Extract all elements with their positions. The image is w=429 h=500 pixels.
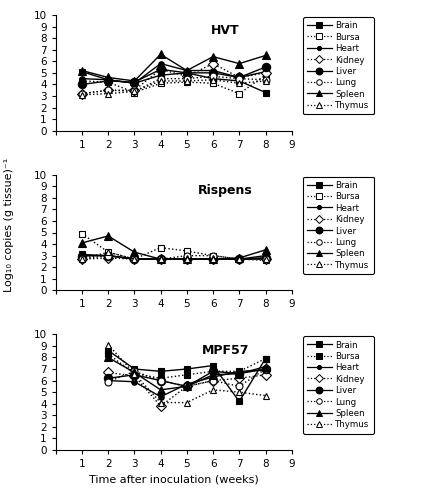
X-axis label: Time after inoculation (weeks): Time after inoculation (weeks)	[89, 474, 259, 484]
Legend: Brain, Bursa, Heart, Kidney, Liver, Lung, Spleen, Thymus: Brain, Bursa, Heart, Kidney, Liver, Lung…	[303, 336, 374, 434]
Legend: Brain, Bursa, Heart, Kidney, Liver, Lung, Spleen, Thymus: Brain, Bursa, Heart, Kidney, Liver, Lung…	[303, 17, 374, 114]
Legend: Brain, Bursa, Heart, Kidney, Liver, Lung, Spleen, Thymus: Brain, Bursa, Heart, Kidney, Liver, Lung…	[303, 176, 374, 274]
Text: HVT: HVT	[211, 24, 240, 38]
Text: Rispens: Rispens	[198, 184, 253, 197]
Text: MPF57: MPF57	[202, 344, 249, 356]
Text: Log₁₀ copies (g tissue)⁻¹: Log₁₀ copies (g tissue)⁻¹	[3, 158, 14, 292]
